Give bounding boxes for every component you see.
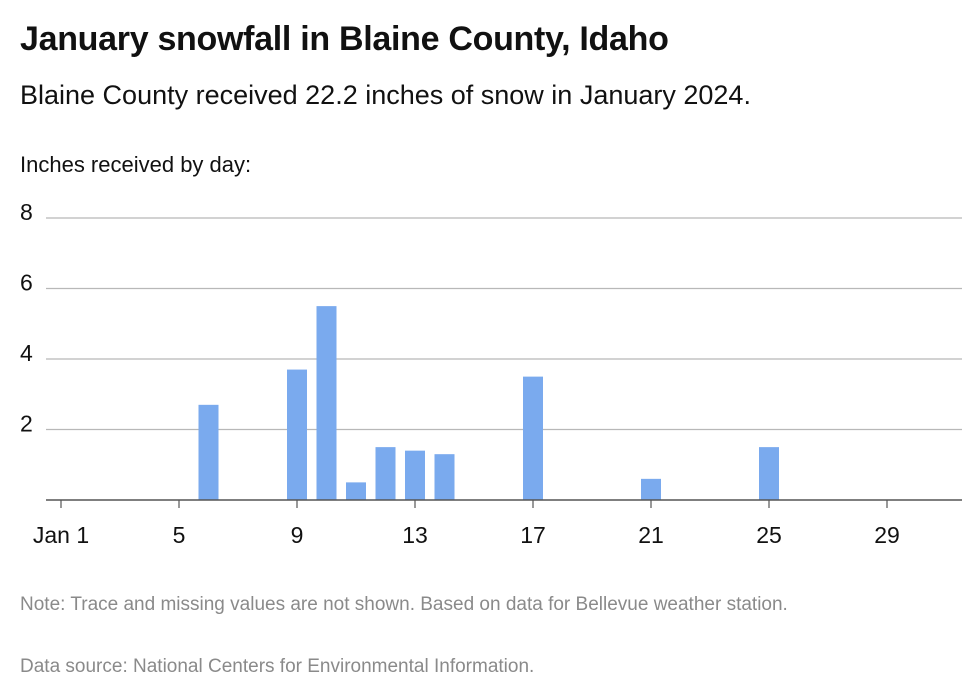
gridlines (46, 217, 962, 431)
chart-subtitle: Blaine County received 22.2 inches of sn… (20, 80, 751, 110)
x-tick-label: 25 (756, 522, 782, 548)
bar-day-25 (759, 447, 779, 500)
y-tick-label: 4 (20, 340, 33, 366)
y-axis-caption: Inches received by day: (20, 152, 252, 177)
bar-day-6 (198, 404, 219, 500)
x-axis (46, 499, 962, 508)
y-tick-label: 2 (20, 411, 33, 437)
y-tick-labels: 2 4 6 8 (20, 199, 33, 437)
bar-day-9 (287, 369, 307, 500)
y-tick-label: 8 (20, 199, 33, 225)
x-tick-label: 17 (520, 522, 546, 548)
bars (198, 306, 779, 500)
bar-day-10 (316, 306, 337, 500)
data-source: Data source: National Centers for Enviro… (20, 656, 535, 677)
bar-day-13 (405, 450, 425, 500)
snowfall-bar-chart: 2 4 6 8 Jan 1 5 9 13 17 21 25 29 (20, 199, 962, 548)
x-tick-label: 13 (402, 522, 428, 548)
x-tick-label: 9 (291, 522, 304, 548)
bar-day-21 (641, 478, 661, 500)
x-tick-label: Jan 1 (33, 522, 89, 548)
bar-day-14 (434, 454, 455, 500)
chart-title: January snowfall in Blaine County, Idaho (20, 20, 669, 58)
x-tick-label: 21 (638, 522, 664, 548)
chart-note: Note: Trace and missing values are not s… (20, 594, 788, 615)
x-tick-label: 5 (173, 522, 186, 548)
x-tick-label: 29 (874, 522, 900, 548)
x-tick-labels: Jan 1 5 9 13 17 21 25 29 (33, 522, 900, 548)
bar-day-12 (375, 447, 396, 500)
y-tick-label: 6 (20, 270, 33, 296)
bar-day-17 (523, 376, 543, 500)
bar-day-11 (346, 482, 366, 500)
